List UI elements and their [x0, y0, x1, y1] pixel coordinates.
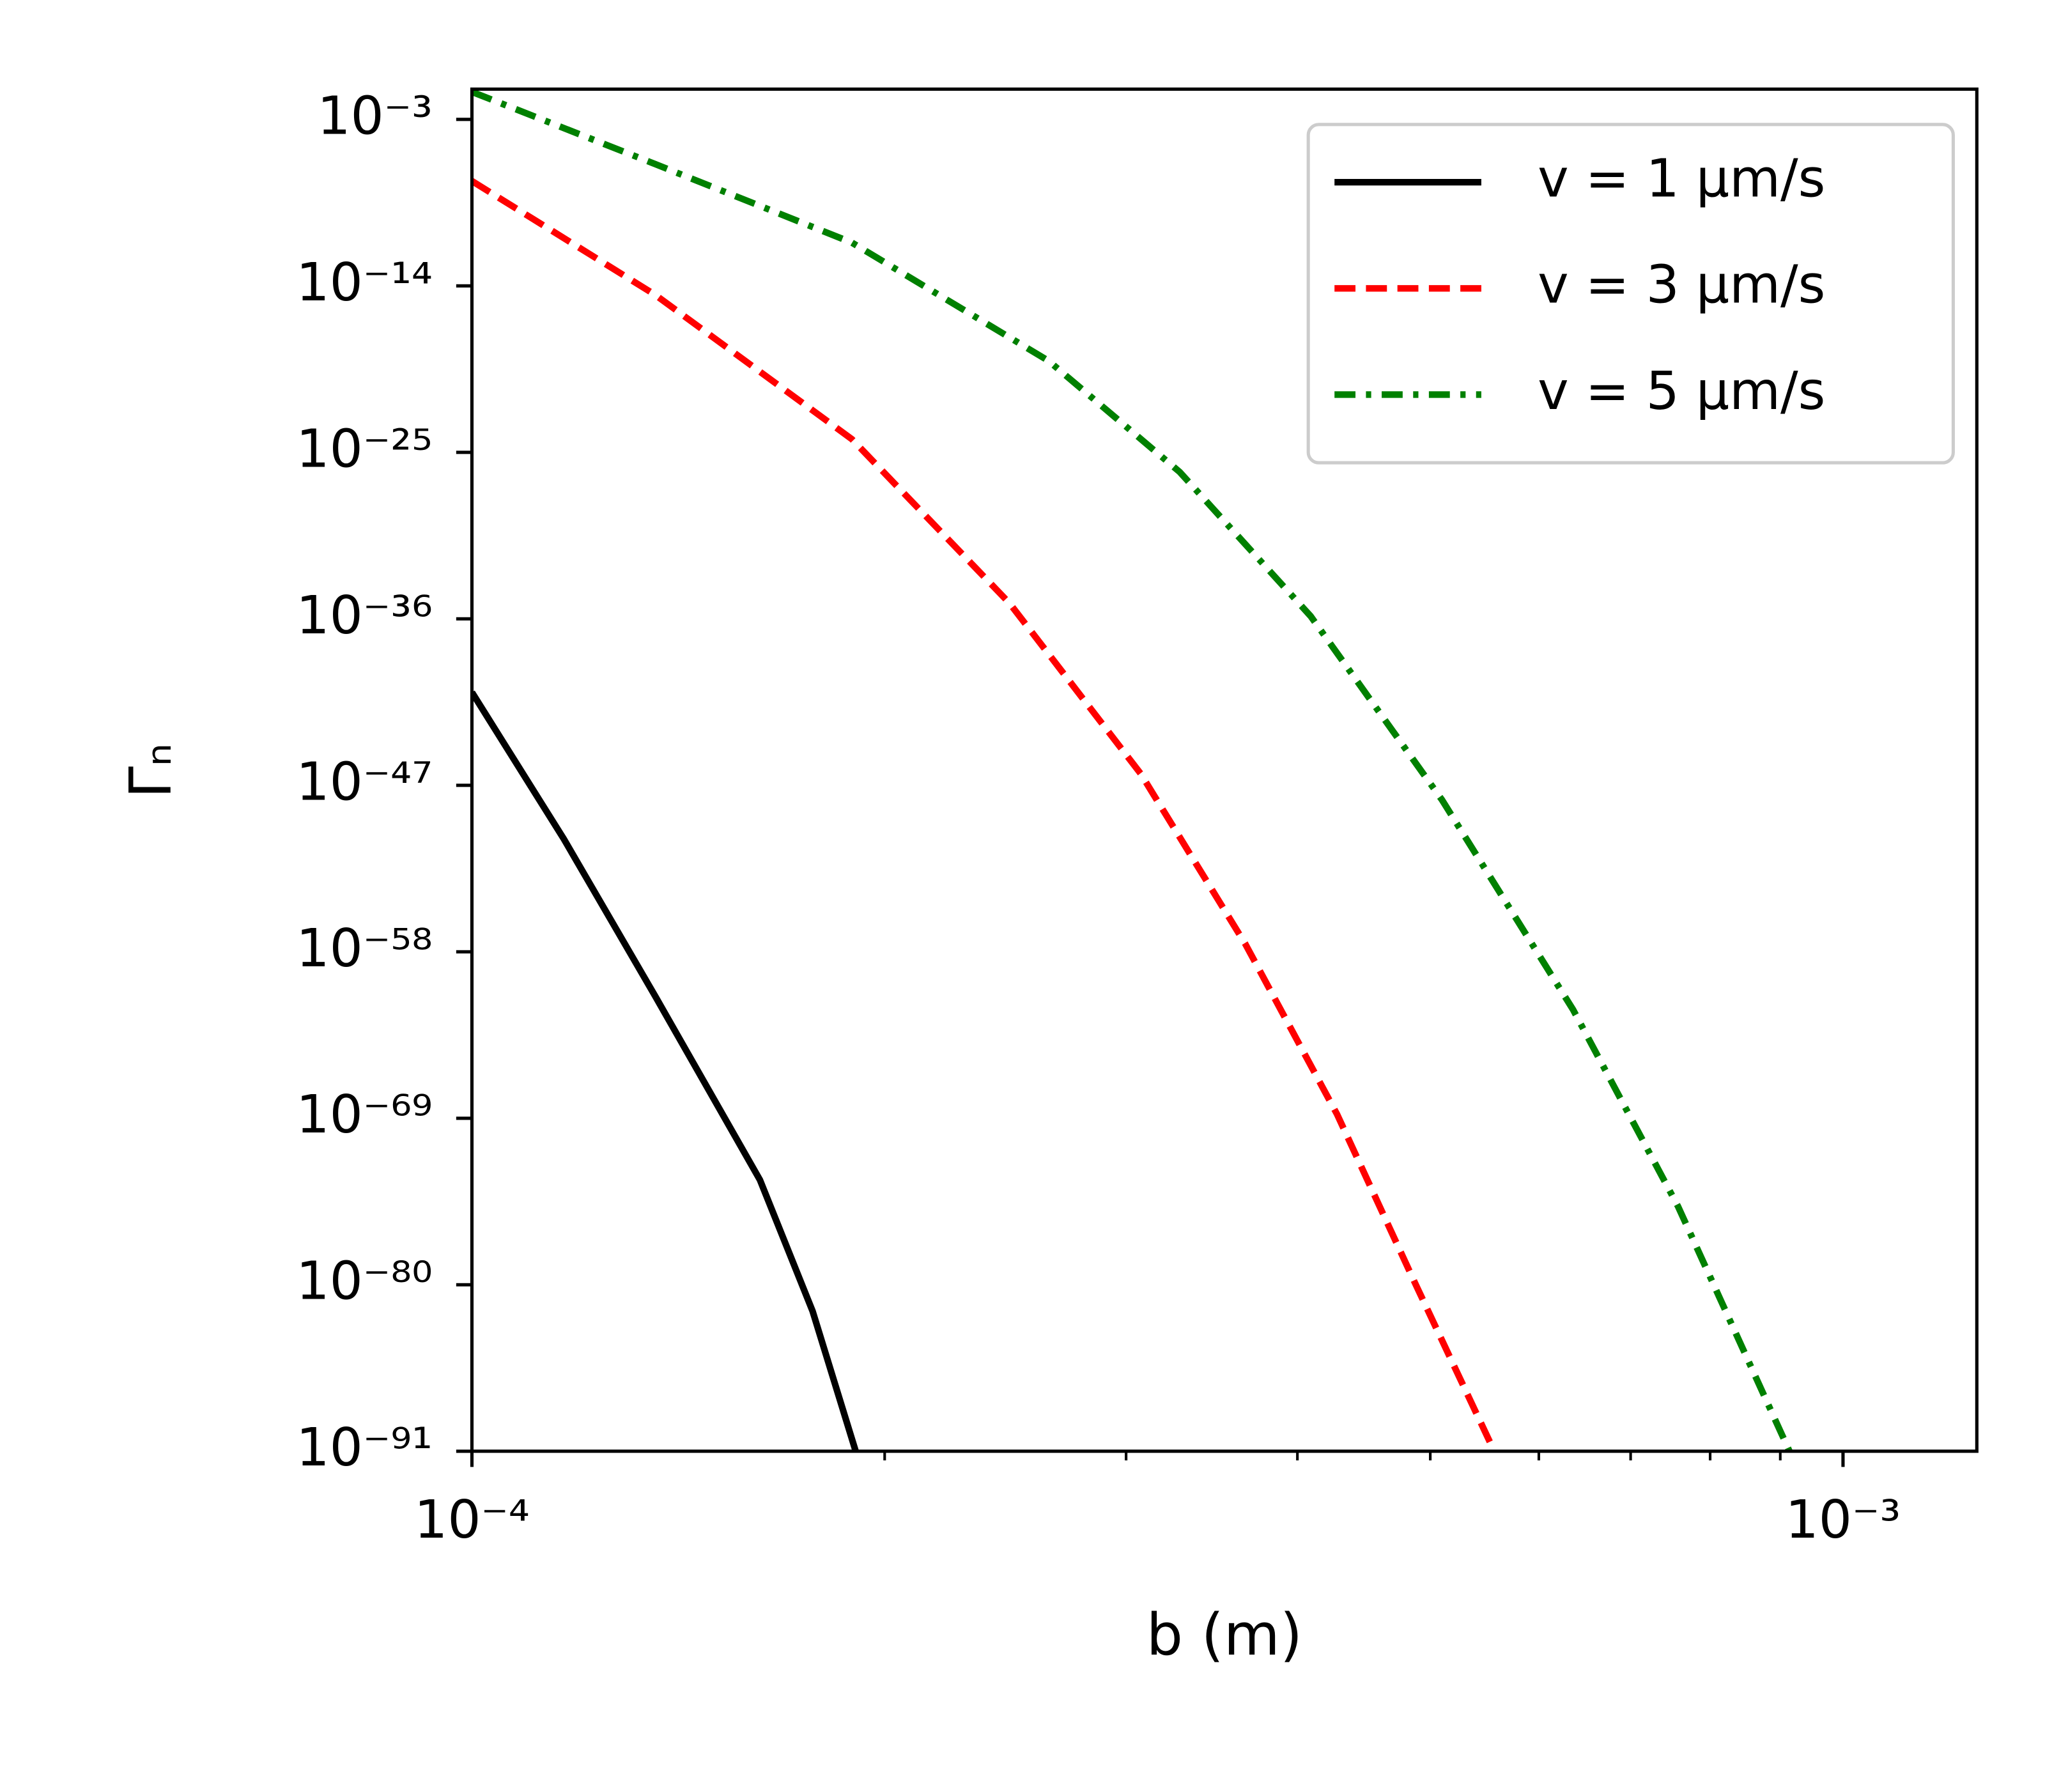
x-axis-label: b (m): [1146, 1602, 1302, 1669]
y-tick-label: 10⁻¹⁴: [296, 252, 433, 313]
legend-label: v = 5 μm/s: [1538, 361, 1825, 422]
x-tick-label: 10⁻⁴: [414, 1490, 530, 1550]
y-tick-label: 10⁻⁴⁷: [296, 752, 433, 812]
line: [472, 178, 1497, 1451]
y-axis-label: Γₙ: [118, 743, 185, 798]
y-tick-label: 10⁻³: [317, 86, 433, 146]
y-tick-label: 10⁻⁵⁸: [296, 918, 433, 979]
y-tick-label: 10⁻⁶⁹: [296, 1085, 433, 1145]
y-tick-label: 10⁻²⁵: [296, 419, 433, 479]
plot-frame: [470, 87, 1979, 1453]
y-tick-label: 10⁻⁹¹: [296, 1417, 433, 1478]
line: [472, 89, 1793, 1451]
legend-label: v = 1 μm/s: [1538, 149, 1825, 210]
legend-box: [1306, 123, 1955, 465]
y-tick-label: 10⁻³⁶: [296, 585, 433, 646]
legend-label: v = 3 μm/s: [1538, 255, 1825, 316]
x-tick-label: 10⁻³: [1786, 1490, 1901, 1550]
line: [472, 690, 859, 1451]
y-tick-label: 10⁻⁸⁰: [296, 1251, 433, 1312]
